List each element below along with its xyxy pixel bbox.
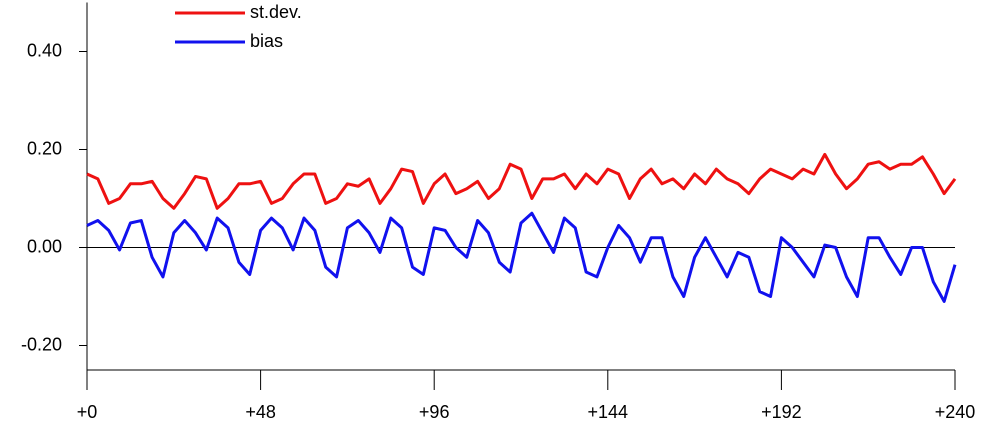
y-tick-label: 0.20 [27, 138, 62, 158]
x-tick-label: +48 [245, 402, 276, 422]
y-tick-label: 0.40 [27, 40, 62, 60]
x-tick-label: +96 [419, 402, 450, 422]
x-tick-label: +192 [761, 402, 802, 422]
legend-label: bias [250, 31, 283, 51]
y-tick-label: -0.20 [21, 334, 62, 354]
legend-label: st.dev. [250, 2, 302, 22]
y-tick-label: 0.00 [27, 236, 62, 256]
data-line [86, 211, 957, 303]
x-tick-label: +240 [935, 402, 976, 422]
data-line [86, 152, 957, 210]
x-tick-label: +0 [77, 402, 98, 422]
x-tick-label: +144 [588, 402, 629, 422]
